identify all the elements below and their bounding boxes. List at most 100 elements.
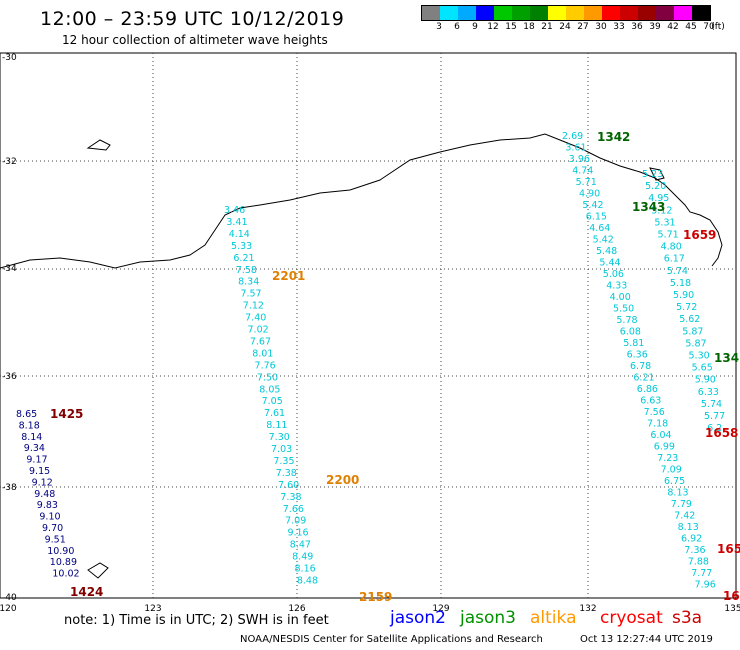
swh-value: 5.77 xyxy=(704,411,725,422)
swh-value: 8.49 xyxy=(292,552,313,563)
swh-value: 6.21 xyxy=(633,373,654,384)
pass-time-label: 1424 xyxy=(70,585,103,599)
legend-label: 39 xyxy=(649,22,661,32)
swh-value: 6.04 xyxy=(650,430,671,441)
legend-swatch xyxy=(494,6,512,20)
swh-value: 5.78 xyxy=(616,315,637,326)
swh-value: 7.42 xyxy=(674,511,695,522)
swh-value: 5.12 xyxy=(651,205,672,216)
swh-value: 7.57 xyxy=(240,289,261,300)
swh-value: 4.00 xyxy=(610,292,631,303)
swh-value: 5.30 xyxy=(689,351,710,362)
legend-swatch xyxy=(530,6,548,20)
swh-value: 7.02 xyxy=(248,325,269,336)
island-outline xyxy=(649,167,665,181)
legend-swatch xyxy=(440,6,458,20)
swh-value: 10.89 xyxy=(50,557,77,568)
swh-value: 8.13 xyxy=(678,522,699,533)
swh-value: 7.76 xyxy=(255,360,276,371)
swh-value: 6.75 xyxy=(664,476,685,487)
swh-value: 9.10 xyxy=(39,512,60,523)
swh-value: 7.88 xyxy=(688,557,709,568)
island-outline xyxy=(86,139,111,151)
swh-value: 3.41 xyxy=(226,217,247,228)
pass-time-label: 1343 xyxy=(632,200,665,214)
swh-value: 7.05 xyxy=(262,396,283,407)
swh-value: 5.18 xyxy=(670,278,691,289)
legend-swatch xyxy=(458,6,476,20)
legend-swatch xyxy=(692,6,710,20)
pass-time-label: 16 xyxy=(723,589,740,603)
satellite-name: s3a xyxy=(672,608,703,628)
swh-value: 9.15 xyxy=(29,466,50,477)
lat-label: -38 xyxy=(2,483,17,493)
legend-swatch xyxy=(548,6,566,20)
swh-value: 5.44 xyxy=(599,258,620,269)
lat-label: -34 xyxy=(2,264,17,274)
legend-swatch xyxy=(566,6,584,20)
swh-value: 8.01 xyxy=(252,348,273,359)
swh-value: 5.31 xyxy=(654,217,675,228)
swh-value: 3.46 xyxy=(224,205,245,216)
legend-label: 12 xyxy=(487,22,499,32)
generation-timestamp: Oct 13 12:27:44 UTC 2019 xyxy=(580,634,713,645)
swh-value: 8.13 xyxy=(667,488,688,499)
swh-value: 6.15 xyxy=(586,212,607,223)
satellite-name: jason2 xyxy=(390,608,446,628)
legend-swatch xyxy=(602,6,620,20)
map-subtitle: 12 hour collection of altimeter wave hei… xyxy=(62,33,328,47)
swh-value: 6.2 xyxy=(707,423,722,434)
lat-label: -30 xyxy=(2,53,17,63)
swh-value: 7.38 xyxy=(280,492,301,503)
swh-value: 7.67 xyxy=(250,336,271,347)
swh-value: 6.21 xyxy=(233,253,254,264)
satellite-name: cryosat xyxy=(600,608,663,628)
pass-time-label: 2201 xyxy=(272,269,305,283)
swh-value: 8.11 xyxy=(266,420,287,431)
swh-value: 8.14 xyxy=(21,432,42,443)
swh-value: 4.74 xyxy=(572,166,593,177)
swh-value: 8.34 xyxy=(238,277,259,288)
swh-value: 5.48 xyxy=(596,246,617,257)
legend-label: 30 xyxy=(595,22,607,32)
legend-label: 21 xyxy=(541,22,553,32)
swh-value: 7.79 xyxy=(671,499,692,510)
map-title: 12:00 – 23:59 UTC 10/12/2019 xyxy=(40,8,345,30)
swh-value: 4.80 xyxy=(661,242,682,253)
swh-value: 9.16 xyxy=(287,528,308,539)
swh-value: 7.38 xyxy=(276,468,297,479)
swh-value: 4.90 xyxy=(579,189,600,200)
swh-value: 8.48 xyxy=(297,575,318,586)
map-frame xyxy=(0,52,737,599)
swh-value: 3.96 xyxy=(569,154,590,165)
swh-value: 5.42 xyxy=(582,200,603,211)
swh-value: 9.70 xyxy=(42,523,63,534)
legend-label: 6 xyxy=(454,22,460,32)
swh-value: 5.23 xyxy=(642,169,663,180)
swh-value: 9.12 xyxy=(32,477,53,488)
swh-value: 5.33 xyxy=(231,241,252,252)
swh-value: 5.74 xyxy=(667,266,688,277)
lat-label: -32 xyxy=(2,157,17,167)
pass-time-label: 2200 xyxy=(326,473,359,487)
swh-value: 8.65 xyxy=(16,409,37,420)
swh-value: 7.09 xyxy=(285,516,306,527)
swh-value: 4.95 xyxy=(648,193,669,204)
lon-label: 132 xyxy=(579,604,596,614)
swh-value: 2.69 xyxy=(562,131,583,142)
pass-time-label: 1342 xyxy=(597,130,630,144)
legend-swatch xyxy=(584,6,602,20)
swh-value: 7.30 xyxy=(269,432,290,443)
legend-unit: (ft) xyxy=(711,22,725,32)
swh-value: 6.17 xyxy=(664,254,685,265)
pass-time-label: 1658 xyxy=(705,426,738,440)
swh-value: 10.02 xyxy=(52,569,79,580)
south-australia-coastline xyxy=(0,133,723,269)
lon-label: 123 xyxy=(144,604,161,614)
swh-value: 4.33 xyxy=(606,281,627,292)
swh-value: 7.03 xyxy=(271,444,292,455)
legend-label: 3 xyxy=(436,22,442,32)
swh-value: 4.14 xyxy=(229,229,250,240)
legend-label: 33 xyxy=(613,22,625,32)
